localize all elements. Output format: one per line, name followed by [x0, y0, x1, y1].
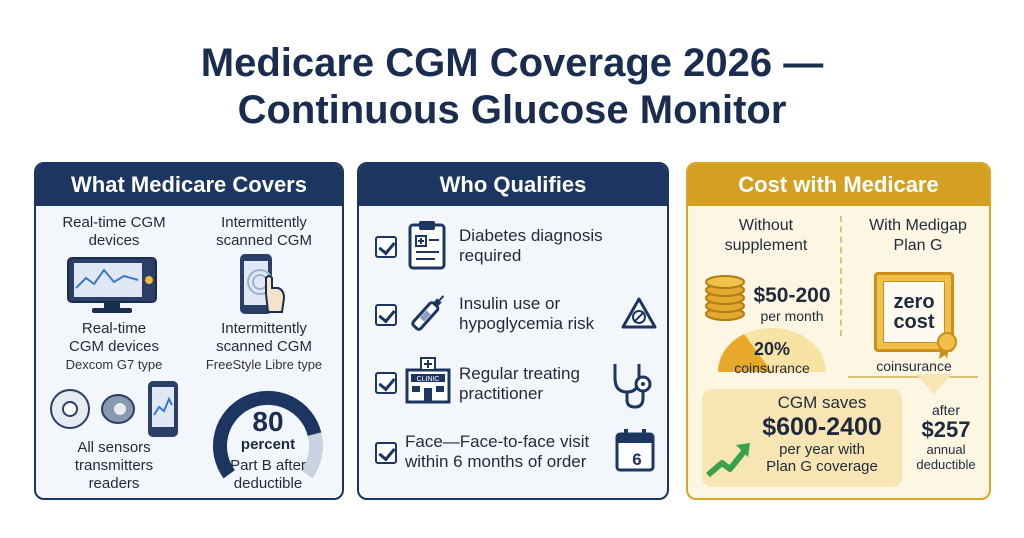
- column-divider: [840, 216, 842, 336]
- title-line-2: Continuous Glucose Monitor: [237, 88, 787, 132]
- gauge-label: 80 percent Part B after deductible: [208, 406, 328, 493]
- coinsurance-chart: [717, 328, 826, 372]
- insulin-pen-icon: [411, 295, 445, 331]
- coins-icon: [705, 275, 745, 321]
- deductible-block: after $257 annual deductible: [906, 402, 986, 472]
- coins-block: 20% coinsurance: [714, 339, 830, 376]
- clinic-sign-text: CLINIC: [417, 376, 440, 383]
- coins-label-2: coinsurance: [876, 358, 952, 374]
- rt-label: Real-time CGM devices: [62, 214, 166, 249]
- qualify-item-3: Regular treating practitioner: [459, 364, 580, 403]
- gauge-value: 80: [252, 406, 284, 437]
- warning-icon: [621, 297, 657, 329]
- title-line-1: Medicare CGM Coverage 2026 —: [200, 41, 824, 85]
- clinic-icon: CLINIC: [405, 357, 451, 404]
- sensors-icon: [50, 381, 178, 437]
- qualifies-panel: Who Qualifies Diabetes diagnosis require…: [357, 162, 669, 500]
- stethoscope-icon: [613, 364, 652, 409]
- zero-cost-certificate: zero cost: [874, 272, 954, 352]
- price-block: $50-200 per month: [746, 284, 838, 324]
- rt-example: Dexcom G7 type: [65, 357, 163, 372]
- pointer-arrow: [916, 374, 952, 394]
- sensors-text: All sensors transmitters readers: [74, 439, 154, 492]
- savings-text: CGM saves $600-2400 per year with Plan G…: [742, 393, 902, 475]
- with-label: With Medigap Plan G: [869, 217, 967, 254]
- price: $50-200: [753, 284, 831, 307]
- scanner-phone-icon: [240, 254, 286, 314]
- qualifies-header: Who Qualifies: [359, 164, 667, 206]
- cgm-monitor-icon: [67, 257, 157, 313]
- qualify-item-1: Diabetes diagnosis required: [459, 226, 603, 265]
- is-label: Intermittently scanned CGM: [216, 214, 312, 249]
- savings-box: CGM saves $600-2400 per year with Plan G…: [702, 389, 902, 487]
- check-icon: [375, 304, 397, 326]
- covers-panel: What Medicare Covers Real-time CGM devic…: [34, 162, 344, 500]
- covers-header: What Medicare Covers: [36, 164, 342, 206]
- clipboard-icon: [408, 221, 446, 270]
- check-icon: [375, 372, 397, 394]
- is-example: FreeStyle Libre type: [205, 357, 323, 372]
- rt-desc: Real-time CGM devices Dexcom G7 type: [44, 320, 184, 374]
- check-icon: [375, 236, 397, 258]
- gauge-fill: [213, 390, 322, 479]
- cost-panel: Cost with Medicare Without supplement Wi…: [686, 162, 991, 500]
- coins-pct: 20%: [753, 339, 791, 359]
- savings-amount: $600-2400: [762, 413, 882, 441]
- is-desc: Intermittently scanned CGM FreeStyle Lib…: [194, 320, 334, 374]
- calendar-icon: 6: [615, 429, 655, 472]
- trend-up-icon: [706, 443, 750, 478]
- cost-header: Cost with Medicare: [688, 164, 989, 206]
- coins-label: coinsurance: [734, 360, 810, 376]
- gauge-unit: percent: [240, 436, 296, 453]
- coverage-gauge: [213, 390, 323, 479]
- deductible-amount: $257: [921, 417, 971, 442]
- qualify-item-2: Insulin use or hypoglycemia risk: [459, 294, 595, 333]
- calendar-day: 6: [632, 450, 641, 469]
- per-month: per month: [760, 308, 824, 324]
- check-icon: [375, 442, 397, 464]
- page-title: Medicare CGM Coverage 2026 — Continuous …: [0, 40, 1024, 134]
- underline: [848, 376, 978, 378]
- without-label: Without supplement: [724, 217, 808, 254]
- seal-icon: [937, 332, 957, 359]
- qualify-item-4: Face—Face-to-face visit within 6 months …: [405, 432, 590, 471]
- gauge-note: Part B after deductible: [230, 457, 306, 492]
